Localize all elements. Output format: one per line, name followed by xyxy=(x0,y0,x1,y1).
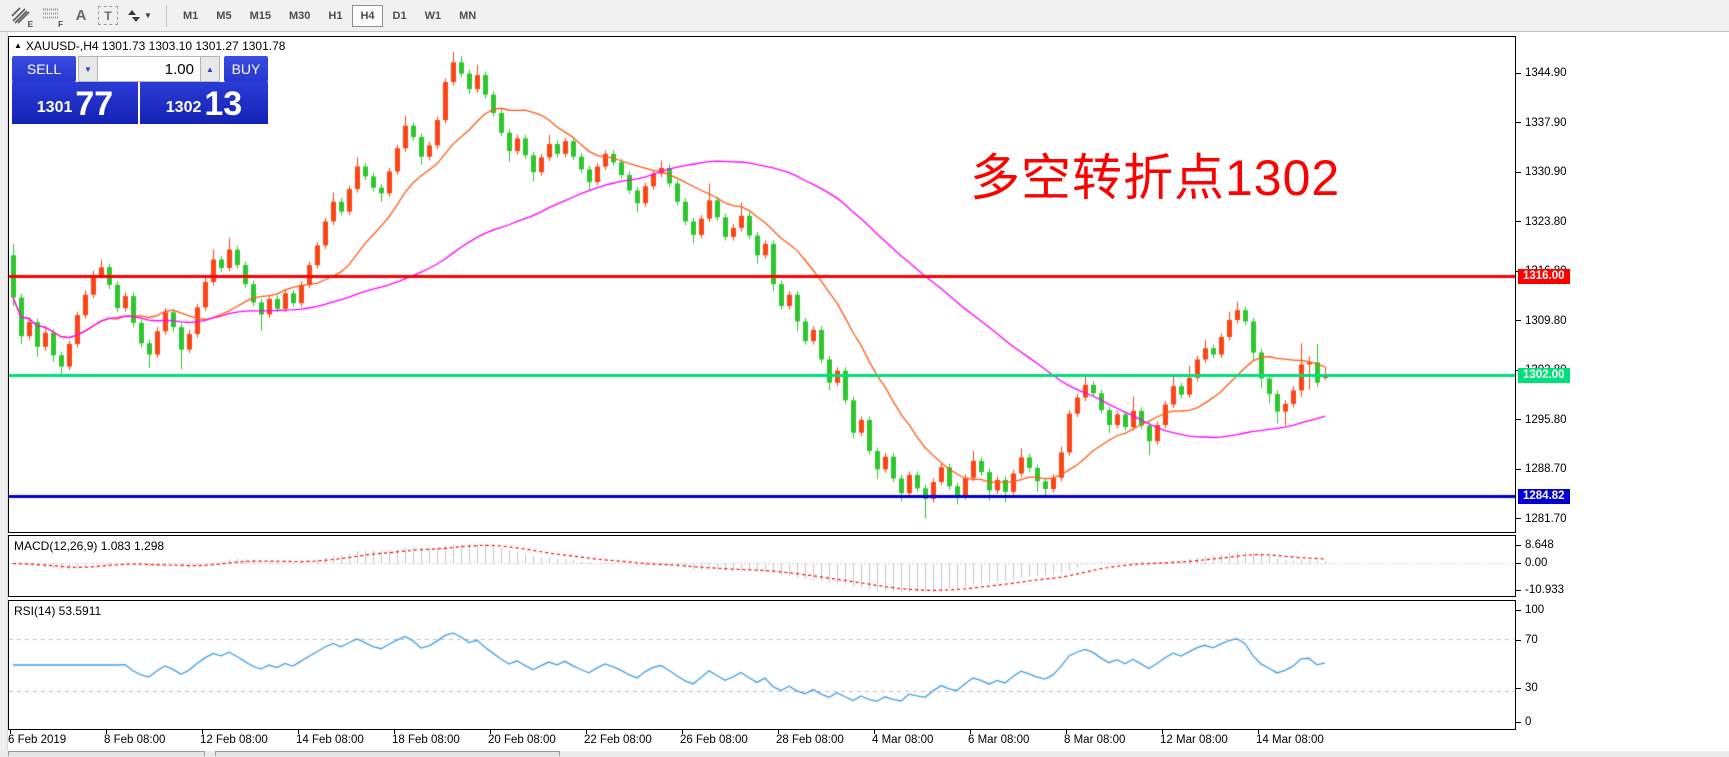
hline-price-badge: 1316.00 xyxy=(1518,269,1570,285)
time-tick-label: 6 Feb 2019 xyxy=(8,734,67,746)
text-tool-icon[interactable]: A xyxy=(75,7,87,24)
timeframe-button-m1[interactable]: M1 xyxy=(183,9,199,22)
time-tick xyxy=(298,730,299,734)
timeframe-button-m30[interactable]: M30 xyxy=(288,9,311,22)
bid-minor-digits: 77 xyxy=(75,85,114,123)
time-tick-label: 26 Feb 08:00 xyxy=(680,734,748,746)
time-tick-label: 12 Feb 08:00 xyxy=(200,734,268,746)
time-tick-label: 20 Feb 08:00 xyxy=(488,734,556,746)
timeframe-button-h1[interactable]: H1 xyxy=(328,9,343,22)
timeframe-button-group: M1 M5 M15 M30 H1 H4 D1 W1 MN xyxy=(175,4,486,27)
rsi-scale-label: 30 xyxy=(1516,681,1538,695)
timeframe-button-mn[interactable]: MN xyxy=(459,9,477,22)
collapse-triangle-icon[interactable]: ▲ xyxy=(14,41,22,50)
price-tick-label: 1344.90 xyxy=(1516,66,1567,80)
timeframe-button-w1[interactable]: W1 xyxy=(424,9,442,22)
chart-text-annotation[interactable]: 多空转折点1302 xyxy=(970,150,1341,206)
price-axis[interactable]: 1344.901337.901330.901323.801316.801309.… xyxy=(1516,32,1729,757)
price-tick-label: 1309.80 xyxy=(1516,314,1567,328)
time-tick xyxy=(106,730,107,734)
volume-stepper: ▼ 1.00 ▲ xyxy=(78,56,220,82)
cursor-tool-icon[interactable]: ▼ xyxy=(122,4,156,28)
expert-icon-letter: E xyxy=(27,19,33,29)
macd-label: MACD(12,26,9) 1.083 1.298 xyxy=(14,539,165,553)
macd-panel: MACD(12,26,9) 1.083 1.298 xyxy=(8,535,1516,597)
time-tick-label: 14 Feb 08:00 xyxy=(296,734,364,746)
time-tick-label: 8 Mar 08:00 xyxy=(1064,734,1126,746)
rsi-scale-label: 70 xyxy=(1516,633,1538,647)
ask-minor-digits: 13 xyxy=(204,85,243,123)
hline-price-badge: 1284.82 xyxy=(1518,489,1570,505)
price-tick-label: 1281.70 xyxy=(1516,512,1567,526)
label-tool-icon[interactable]: T xyxy=(98,6,118,25)
buy-button[interactable]: BUY xyxy=(224,56,268,82)
time-tick xyxy=(1258,730,1259,734)
rsi-scale-label: 0 xyxy=(1516,715,1531,729)
ask-price-box[interactable]: 1302 13 xyxy=(140,82,268,124)
ask-major-digits: 1302 xyxy=(165,99,202,116)
price-tick-label: 1330.90 xyxy=(1516,165,1567,179)
window-bottom-edge xyxy=(0,751,1729,757)
time-tick-label: 28 Feb 08:00 xyxy=(776,734,844,746)
price-tick-label: 1323.80 xyxy=(1516,215,1567,229)
grid-icon-letter: F xyxy=(58,19,63,29)
price-tick-label: 1288.70 xyxy=(1516,462,1567,476)
bottom-window-tab xyxy=(8,751,205,756)
time-tick xyxy=(874,730,875,734)
volume-input[interactable]: 1.00 xyxy=(98,56,200,82)
time-tick-label: 6 Mar 08:00 xyxy=(968,734,1030,746)
timeframe-button-m15[interactable]: M15 xyxy=(249,9,271,22)
rsi-label: RSI(14) 53.5911 xyxy=(14,604,102,618)
rsi-scale-label: 100 xyxy=(1516,603,1544,617)
time-tick xyxy=(586,730,587,734)
one-click-trading-panel: SELL ▼ 1.00 ▲ BUY 1301 77 1302 13 xyxy=(12,56,268,124)
timeframe-button-m5[interactable]: M5 xyxy=(216,9,232,22)
timeframe-button-d1[interactable]: D1 xyxy=(392,9,407,22)
price-tick-label: 1295.80 xyxy=(1516,413,1567,427)
price-tick-label: 1337.90 xyxy=(1516,116,1567,130)
time-tick xyxy=(10,730,11,734)
time-tick xyxy=(394,730,395,734)
rsi-panel: RSI(14) 53.5911 xyxy=(8,600,1516,730)
macd-chart-canvas[interactable] xyxy=(9,536,1515,596)
time-axis[interactable]: 6 Feb 2019 8 Feb 08:00 12 Feb 08:00 14 Feb … xyxy=(8,730,1516,751)
chevron-down-icon: ▼ xyxy=(144,11,152,20)
chart-title: ▲ XAUUSD-,H4 1301.73 1303.10 1301.27 1301… xyxy=(14,39,286,53)
bottom-window-tab xyxy=(215,751,560,756)
volume-decrease-button[interactable]: ▼ xyxy=(78,56,98,82)
bid-major-digits: 1301 xyxy=(36,99,73,116)
window-left-edge xyxy=(0,32,8,757)
toolbar-separator xyxy=(166,4,167,27)
time-tick xyxy=(778,730,779,734)
macd-scale-label: 0.00 xyxy=(1516,556,1547,570)
time-tick xyxy=(490,730,491,734)
time-tick xyxy=(970,730,971,734)
time-tick-label: 14 Mar 08:00 xyxy=(1256,734,1324,746)
volume-increase-button[interactable]: ▲ xyxy=(200,56,220,82)
bid-price-box[interactable]: 1301 77 xyxy=(12,82,138,124)
time-tick xyxy=(1066,730,1067,734)
hline-price-badge: 1302.00 xyxy=(1518,368,1570,384)
time-tick-label: 4 Mar 08:00 xyxy=(872,734,934,746)
time-tick-label: 18 Feb 08:00 xyxy=(392,734,460,746)
time-tick-label: 8 Feb 08:00 xyxy=(104,734,166,746)
grid-icon[interactable]: F xyxy=(38,4,64,29)
time-tick-label: 22 Feb 08:00 xyxy=(584,734,652,746)
time-tick xyxy=(1162,730,1163,734)
sell-button[interactable]: SELL xyxy=(12,56,76,82)
rsi-chart-canvas[interactable] xyxy=(9,601,1515,729)
time-tick xyxy=(202,730,203,734)
top-toolbar: E F A T ▼ M1 M5 M15 M30 H1 H4 D1 W1 MN xyxy=(0,0,1729,32)
macd-scale-label: 8.648 xyxy=(1516,538,1554,552)
time-tick-label: 12 Mar 08:00 xyxy=(1160,734,1228,746)
macd-scale-label: -10.933 xyxy=(1516,583,1564,597)
timeframe-button-h4[interactable]: H4 xyxy=(352,4,383,27)
expert-advisor-icon[interactable]: E xyxy=(8,4,34,29)
time-tick xyxy=(682,730,683,734)
